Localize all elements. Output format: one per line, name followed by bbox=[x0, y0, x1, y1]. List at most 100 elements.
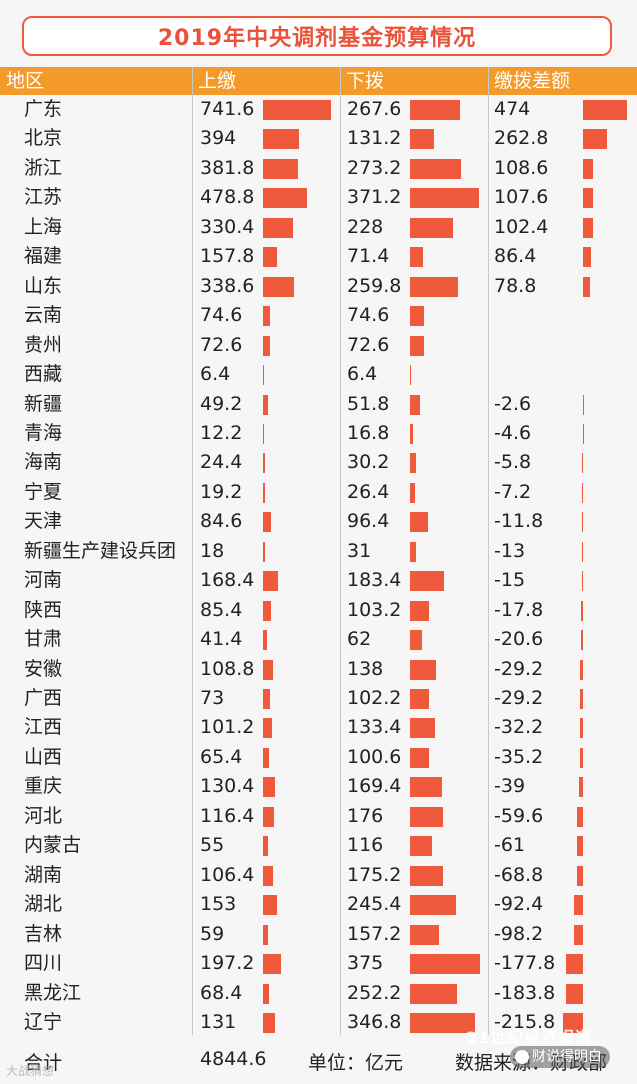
pay-value: 168.4 bbox=[200, 569, 255, 592]
watermark-middle: 21世纪经济报道 bbox=[466, 1028, 593, 1047]
table-row: 河南 168.4 183.4 -15 bbox=[0, 566, 637, 595]
receive-bar bbox=[410, 541, 416, 562]
pay-value: 59 bbox=[200, 922, 225, 945]
column-divider bbox=[192, 67, 193, 1035]
region-label: 海南 bbox=[24, 451, 63, 474]
table-row: 安徽 108.8 138 -29.2 bbox=[0, 655, 637, 684]
receive-value: 96.4 bbox=[347, 510, 390, 533]
table-row: 山东 338.6 259.8 78.8 bbox=[0, 272, 637, 301]
diff-value: -92.4 bbox=[494, 893, 544, 916]
region-label: 福建 bbox=[24, 245, 63, 268]
diff-bar bbox=[579, 747, 583, 768]
diff-value: -5.8 bbox=[494, 451, 532, 474]
receive-bar bbox=[410, 983, 458, 1004]
header-diff: 缴拨差额 bbox=[494, 70, 571, 92]
receive-value: 133.4 bbox=[347, 716, 402, 739]
wechat-icon bbox=[515, 1050, 529, 1064]
header-pay: 上缴 bbox=[198, 70, 237, 92]
pay-bar bbox=[263, 689, 270, 709]
diff-bar bbox=[582, 394, 584, 415]
receive-bar bbox=[410, 630, 422, 651]
table-row: 内蒙古 55 116 -61 bbox=[0, 831, 637, 860]
receive-value: 183.4 bbox=[347, 569, 402, 592]
diff-bar bbox=[583, 158, 594, 179]
pay-value: 101.2 bbox=[200, 716, 255, 739]
pay-bar bbox=[263, 865, 273, 886]
region-label: 江西 bbox=[24, 716, 63, 739]
table-row: 浙江 381.8 273.2 108.6 bbox=[0, 154, 637, 183]
region-label: 青海 bbox=[24, 421, 63, 444]
pay-bar bbox=[263, 453, 266, 474]
watermark-left: 大战猜想 bbox=[6, 1064, 55, 1078]
pay-bar bbox=[263, 600, 271, 621]
pay-value: 12.2 bbox=[200, 421, 243, 444]
receive-bar bbox=[410, 453, 416, 474]
diff-value: -29.2 bbox=[494, 657, 544, 680]
header-region: 地区 bbox=[6, 70, 45, 92]
receive-bar bbox=[410, 689, 430, 709]
region-label: 广西 bbox=[24, 687, 63, 709]
pay-value: 24.4 bbox=[200, 451, 243, 474]
receive-value: 375 bbox=[347, 952, 384, 975]
region-label: 上海 bbox=[24, 215, 63, 238]
pay-bar bbox=[263, 924, 269, 945]
receive-bar bbox=[410, 423, 414, 444]
table-row: 北京 394 131.2 262.8 bbox=[0, 124, 637, 153]
table-row: 广东 741.6 267.6 474 bbox=[0, 95, 637, 124]
diff-bar bbox=[583, 188, 593, 209]
pay-bar bbox=[263, 895, 278, 916]
table-row: 重庆 130.4 169.4 -39 bbox=[0, 772, 637, 801]
pay-value: 19.2 bbox=[200, 480, 243, 503]
diff-value: -35.2 bbox=[494, 745, 544, 768]
diff-value: -29.2 bbox=[494, 687, 544, 709]
pay-bar bbox=[263, 659, 273, 680]
table-row: 河北 116.4 176 -59.6 bbox=[0, 802, 637, 831]
pay-bar bbox=[263, 1012, 275, 1033]
diff-bar bbox=[581, 600, 583, 621]
receive-bar bbox=[410, 482, 415, 503]
region-label: 辽宁 bbox=[24, 1010, 63, 1033]
diff-value: 78.8 bbox=[494, 274, 537, 297]
receive-bar bbox=[410, 188, 480, 209]
table-row: 山西 65.4 100.6 -35.2 bbox=[0, 743, 637, 772]
diff-bar bbox=[581, 630, 583, 651]
receive-value: 228 bbox=[347, 215, 384, 238]
pay-bar bbox=[263, 954, 282, 975]
table-row: 贵州 72.6 72.6 bbox=[0, 331, 637, 360]
total-value: 4844.6 bbox=[200, 1048, 267, 1070]
region-label: 内蒙古 bbox=[24, 834, 82, 857]
diff-bar bbox=[576, 865, 583, 886]
region-label: 甘肃 bbox=[24, 628, 63, 651]
pay-value: 116.4 bbox=[200, 804, 255, 827]
receive-value: 62 bbox=[347, 628, 372, 651]
diff-bar bbox=[581, 541, 583, 562]
diff-bar bbox=[577, 836, 583, 857]
pay-bar bbox=[263, 276, 295, 297]
receive-bar bbox=[410, 895, 456, 916]
region-label: 广东 bbox=[24, 98, 63, 120]
pay-value: 65.4 bbox=[200, 745, 243, 768]
pay-value: 106.4 bbox=[200, 863, 255, 886]
region-label: 宁夏 bbox=[24, 480, 63, 503]
region-label: 浙江 bbox=[24, 156, 63, 179]
receive-bar bbox=[410, 747, 429, 768]
pay-bar bbox=[263, 482, 265, 503]
diff-bar bbox=[583, 100, 627, 120]
table-row: 黑龙江 68.4 252.2 -183.8 bbox=[0, 979, 637, 1008]
diff-bar bbox=[579, 777, 583, 798]
region-label: 重庆 bbox=[24, 775, 63, 798]
diff-value: 86.4 bbox=[494, 245, 537, 268]
table-row: 青海 12.2 16.8 -4.6 bbox=[0, 419, 637, 448]
receive-value: 72.6 bbox=[347, 333, 390, 356]
diff-value: -17.8 bbox=[494, 598, 544, 621]
diff-bar bbox=[580, 659, 583, 680]
pay-bar bbox=[263, 718, 273, 739]
diff-bar bbox=[583, 276, 591, 297]
table-row: 天津 84.6 96.4 -11.8 bbox=[0, 507, 637, 536]
pay-value: 338.6 bbox=[200, 274, 255, 297]
receive-bar bbox=[410, 718, 435, 739]
pay-bar bbox=[263, 423, 265, 444]
diff-bar bbox=[583, 247, 592, 268]
diff-value: 107.6 bbox=[494, 186, 549, 209]
pay-value: 394 bbox=[200, 127, 237, 150]
